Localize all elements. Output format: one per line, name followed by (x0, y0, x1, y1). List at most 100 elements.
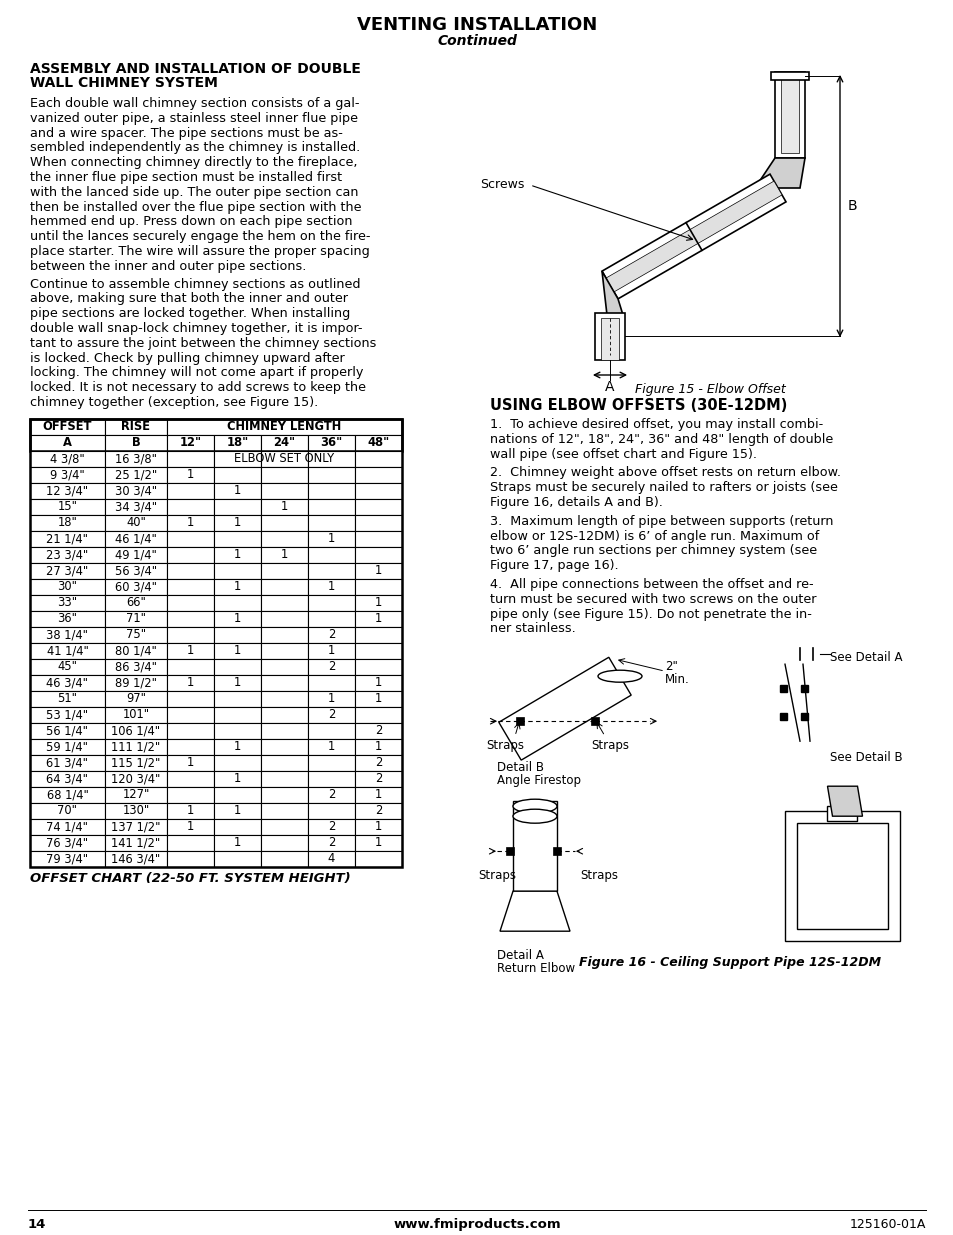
Text: 36": 36" (57, 613, 77, 625)
Text: 24": 24" (274, 436, 295, 450)
Text: 45": 45" (57, 661, 77, 673)
Bar (167, 435, 213, 451)
Text: 1: 1 (187, 677, 193, 689)
Text: 1: 1 (233, 804, 241, 818)
Bar (105, 547, 167, 563)
Text: Screws: Screws (480, 179, 524, 191)
Bar (261, 499, 308, 515)
Text: 1: 1 (233, 548, 241, 561)
Bar (105, 451, 167, 467)
Text: 125160-01A: 125160-01A (849, 1218, 925, 1231)
Bar (105, 611, 167, 627)
Text: 1: 1 (233, 613, 241, 625)
Bar (213, 595, 261, 611)
Bar (308, 851, 355, 867)
Text: place starter. The wire will assure the proper spacing: place starter. The wire will assure the … (30, 245, 370, 258)
Text: WALL CHIMNEY SYSTEM: WALL CHIMNEY SYSTEM (30, 77, 217, 90)
Bar (167, 706, 213, 722)
Bar (30, 419, 105, 435)
Bar (167, 674, 213, 690)
Text: 1: 1 (233, 740, 241, 753)
Text: 1: 1 (375, 836, 382, 850)
Bar (105, 563, 167, 579)
Text: 27 3/4": 27 3/4" (47, 564, 89, 577)
Text: 70": 70" (57, 804, 77, 818)
Bar (308, 515, 355, 531)
Text: 1: 1 (375, 788, 382, 802)
Text: 61 3/4": 61 3/4" (47, 756, 89, 769)
Text: between the inner and outer pipe sections.: between the inner and outer pipe section… (30, 259, 306, 273)
Text: 12 3/4": 12 3/4" (47, 484, 89, 498)
Text: 21 1/4": 21 1/4" (47, 532, 89, 546)
Text: 46 1/4": 46 1/4" (115, 532, 157, 546)
Text: 2: 2 (375, 724, 382, 737)
Bar (213, 787, 261, 803)
Bar (355, 819, 401, 835)
Text: wall pipe (see offset chart and Figure 15).: wall pipe (see offset chart and Figure 1… (490, 447, 757, 461)
Text: 23 3/4": 23 3/4" (47, 548, 89, 561)
Bar (213, 851, 261, 867)
Text: 1: 1 (375, 677, 382, 689)
Polygon shape (605, 182, 781, 291)
Text: 1: 1 (233, 580, 241, 593)
Text: www.fmiproducts.com: www.fmiproducts.com (393, 1218, 560, 1231)
Text: 1: 1 (328, 580, 335, 593)
Bar (105, 674, 167, 690)
Bar (30, 563, 105, 579)
Bar (105, 419, 167, 435)
Bar (213, 627, 261, 642)
Bar (308, 835, 355, 851)
Bar (30, 819, 105, 835)
Bar (213, 451, 261, 467)
Text: 2": 2" (664, 659, 678, 673)
Text: 1: 1 (187, 820, 193, 834)
Bar (30, 595, 105, 611)
Bar (105, 755, 167, 771)
Bar (30, 483, 105, 499)
Bar (213, 547, 261, 563)
Text: nations of 12", 18", 24", 36" and 48" length of double: nations of 12", 18", 24", 36" and 48" le… (490, 432, 832, 446)
Text: 40": 40" (126, 516, 146, 530)
Bar (213, 706, 261, 722)
Text: 1: 1 (375, 613, 382, 625)
Bar (105, 627, 167, 642)
Bar (355, 579, 401, 595)
Bar (30, 722, 105, 739)
Bar (261, 563, 308, 579)
Bar (30, 611, 105, 627)
Bar (308, 722, 355, 739)
Polygon shape (826, 787, 862, 816)
Text: Continue to assemble chimney sections as outlined: Continue to assemble chimney sections as… (30, 278, 360, 290)
Text: Straps: Straps (579, 869, 618, 882)
Bar (30, 515, 105, 531)
Bar (105, 642, 167, 658)
Polygon shape (601, 174, 785, 299)
Polygon shape (754, 158, 804, 188)
Bar (801, 713, 807, 720)
Text: A: A (63, 436, 71, 450)
Text: 4 3/8": 4 3/8" (51, 452, 85, 466)
Bar (30, 851, 105, 867)
Text: 48": 48" (367, 436, 389, 450)
Bar (105, 515, 167, 531)
Text: 115 1/2": 115 1/2" (112, 756, 160, 769)
Bar (213, 658, 261, 674)
Bar (308, 706, 355, 722)
Text: sembled independently as the chimney is installed.: sembled independently as the chimney is … (30, 141, 360, 154)
Bar (167, 819, 213, 835)
Bar (355, 739, 401, 755)
Text: 18": 18" (57, 516, 77, 530)
Bar (105, 771, 167, 787)
Text: 2.  Chimney weight above offset rests on return elbow.: 2. Chimney weight above offset rests on … (490, 467, 841, 479)
Text: and a wire spacer. The pipe sections must be as-: and a wire spacer. The pipe sections mus… (30, 127, 342, 140)
Text: 36": 36" (320, 436, 342, 450)
Text: 46 3/4": 46 3/4" (47, 677, 89, 689)
Text: Figure 17, page 16).: Figure 17, page 16). (490, 559, 618, 572)
Bar (213, 835, 261, 851)
Text: When connecting chimney directly to the fireplace,: When connecting chimney directly to the … (30, 156, 357, 169)
Bar (30, 739, 105, 755)
Bar (105, 803, 167, 819)
Bar (167, 499, 213, 515)
Text: Figure 15 - Elbow Offset: Figure 15 - Elbow Offset (634, 383, 784, 396)
Text: 120 3/4": 120 3/4" (112, 772, 160, 785)
